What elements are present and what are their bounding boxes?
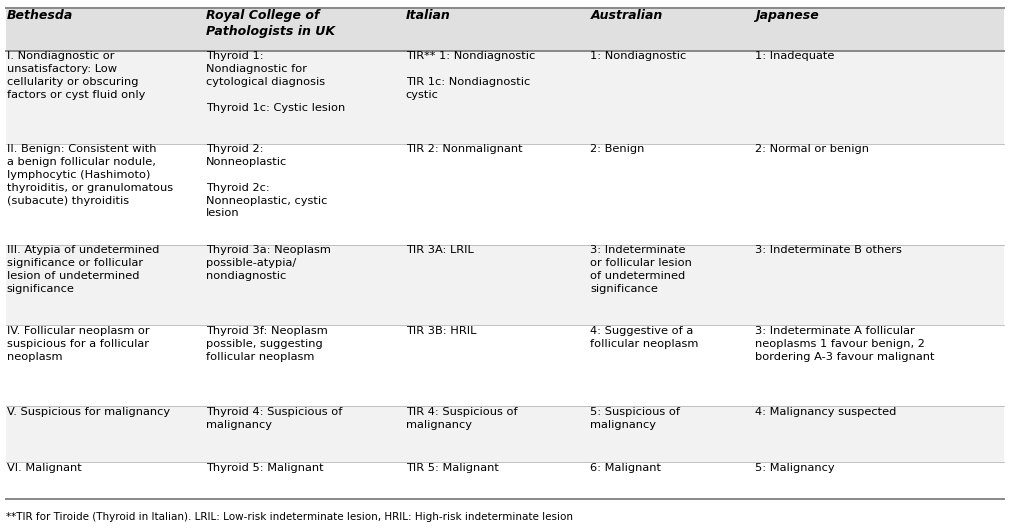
- Text: **TIR for Tiroide (Thyroid in Italian). LRIL: Low-risk indeterminate lesion, HRI: **TIR for Tiroide (Thyroid in Italian). …: [6, 512, 573, 522]
- Text: Thyroid 2:
Nonneoplastic

Thyroid 2c:
Nonneoplastic, cystic
lesion: Thyroid 2: Nonneoplastic Thyroid 2c: Non…: [206, 144, 327, 218]
- Text: 1: Inadequate: 1: Inadequate: [755, 51, 834, 61]
- Text: TIR 2: Nonmalignant: TIR 2: Nonmalignant: [406, 144, 522, 154]
- Text: Thyroid 3a: Neoplasm
possible-atypia/
nondiagnostic: Thyroid 3a: Neoplasm possible-atypia/ no…: [206, 245, 331, 281]
- Text: Royal College of
Pathologists in UK: Royal College of Pathologists in UK: [206, 9, 335, 38]
- Text: 5: Suspicious of
malignancy: 5: Suspicious of malignancy: [591, 407, 681, 430]
- Text: TIR** 1: Nondiagnostic

TIR 1c: Nondiagnostic
cystic: TIR** 1: Nondiagnostic TIR 1c: Nondiagno…: [406, 51, 535, 100]
- Text: 1: Nondiagnostic: 1: Nondiagnostic: [591, 51, 687, 61]
- Text: 3: Indeterminate
or follicular lesion
of undetermined
significance: 3: Indeterminate or follicular lesion of…: [591, 245, 692, 294]
- Text: Italian: Italian: [406, 9, 450, 22]
- Text: TIR 3A: LRIL: TIR 3A: LRIL: [406, 245, 474, 256]
- Bar: [6, 406, 1004, 462]
- Text: Thyroid 5: Malignant: Thyroid 5: Malignant: [206, 463, 324, 473]
- Text: TIR 3B: HRIL: TIR 3B: HRIL: [406, 326, 476, 336]
- Text: Australian: Australian: [591, 9, 663, 22]
- Text: I. Nondiagnostic or
unsatisfactory: Low
cellularity or obscuring
factors or cyst: I. Nondiagnostic or unsatisfactory: Low …: [7, 51, 145, 100]
- Bar: [6, 244, 1004, 325]
- Text: 5: Malignancy: 5: Malignancy: [755, 463, 834, 473]
- Text: VI. Malignant: VI. Malignant: [7, 463, 82, 473]
- Text: 6: Malignant: 6: Malignant: [591, 463, 662, 473]
- Text: 2: Normal or benign: 2: Normal or benign: [755, 144, 869, 154]
- Bar: [6, 51, 1004, 144]
- Text: TIR 4: Suspicious of
malignancy: TIR 4: Suspicious of malignancy: [406, 407, 517, 430]
- Bar: [6, 144, 1004, 244]
- Text: 2: Benign: 2: Benign: [591, 144, 644, 154]
- Text: 4: Suggestive of a
follicular neoplasm: 4: Suggestive of a follicular neoplasm: [591, 326, 699, 349]
- Text: TIR 5: Malignant: TIR 5: Malignant: [406, 463, 499, 473]
- Text: V. Suspicious for malignancy: V. Suspicious for malignancy: [7, 407, 170, 417]
- Text: Thyroid 1:
Nondiagnostic for
cytological diagnosis

Thyroid 1c: Cystic lesion: Thyroid 1: Nondiagnostic for cytological…: [206, 51, 345, 113]
- Bar: [6, 325, 1004, 406]
- Text: Japanese: Japanese: [755, 9, 819, 22]
- Text: II. Benign: Consistent with
a benign follicular nodule,
lymphocytic (Hashimoto)
: II. Benign: Consistent with a benign fol…: [7, 144, 173, 206]
- Text: 4: Malignancy suspected: 4: Malignancy suspected: [755, 407, 897, 417]
- Text: Thyroid 3f: Neoplasm
possible, suggesting
follicular neoplasm: Thyroid 3f: Neoplasm possible, suggestin…: [206, 326, 328, 362]
- Text: 3: Indeterminate A follicular
neoplasms 1 favour benign, 2
bordering A-3 favour : 3: Indeterminate A follicular neoplasms …: [755, 326, 934, 362]
- Bar: [6, 8, 1004, 51]
- Text: Bethesda: Bethesda: [7, 9, 73, 22]
- Text: IV. Follicular neoplasm or
suspicious for a follicular
neoplasm: IV. Follicular neoplasm or suspicious fo…: [7, 326, 149, 362]
- Text: III. Atypia of undetermined
significance or follicular
lesion of undetermined
si: III. Atypia of undetermined significance…: [7, 245, 159, 294]
- Text: 3: Indeterminate B others: 3: Indeterminate B others: [755, 245, 902, 256]
- Text: Thyroid 4: Suspicious of
malignancy: Thyroid 4: Suspicious of malignancy: [206, 407, 342, 430]
- Bar: [6, 462, 1004, 499]
